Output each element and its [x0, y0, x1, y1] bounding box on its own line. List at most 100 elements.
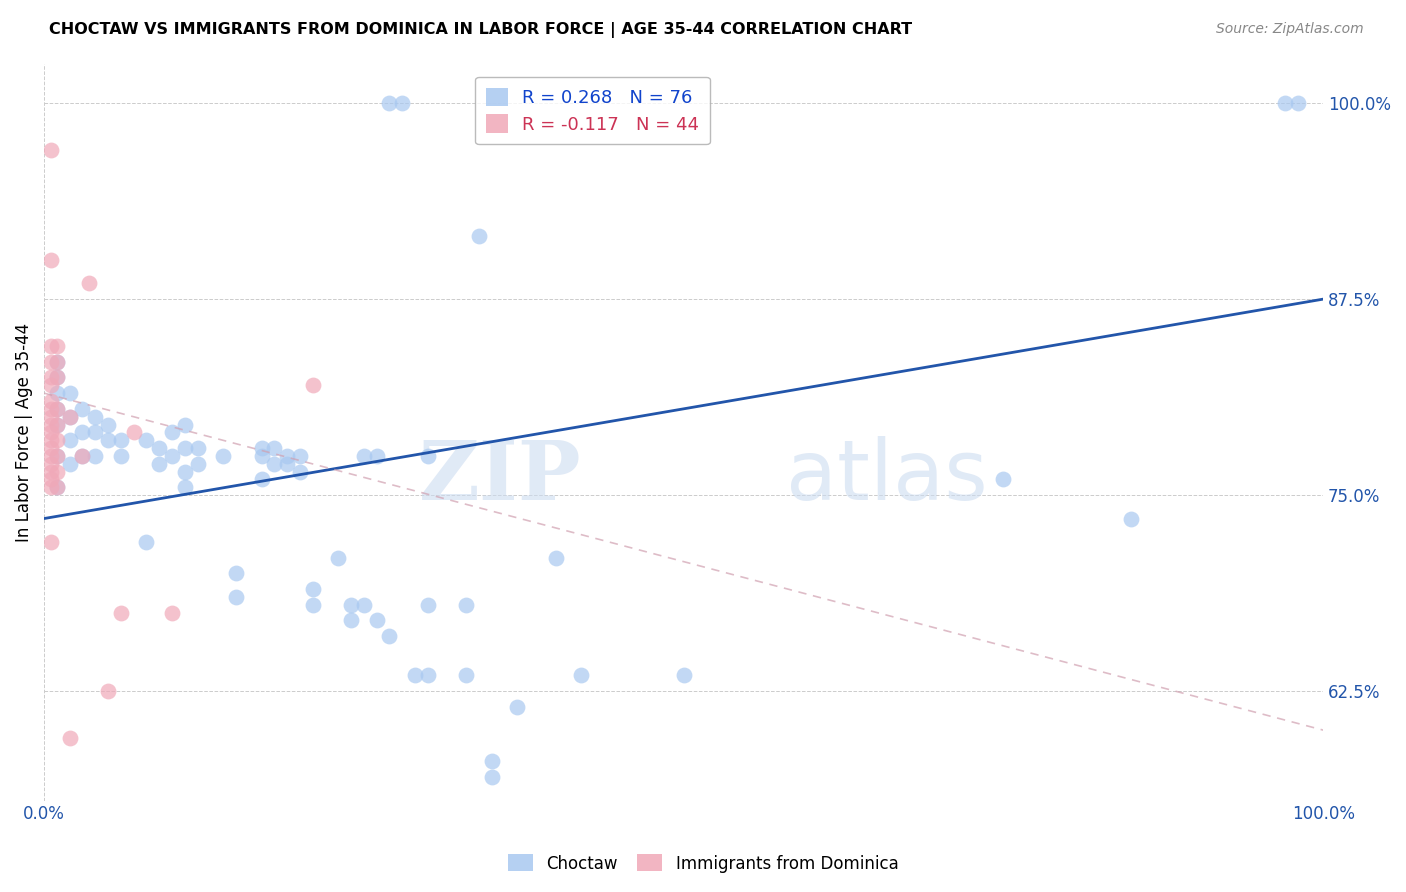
- Point: [59, 433, 82, 447]
- Point: [328, 550, 350, 565]
- Point: [84, 449, 107, 463]
- Point: [301, 598, 323, 612]
- Point: [1121, 511, 1143, 525]
- Point: [353, 449, 375, 463]
- Point: [39, 409, 62, 424]
- Point: [39, 252, 62, 267]
- Point: [39, 339, 62, 353]
- Point: [353, 598, 375, 612]
- Point: [225, 566, 247, 581]
- Point: [45, 417, 67, 432]
- Y-axis label: In Labor Force | Age 35-44: In Labor Force | Age 35-44: [15, 323, 32, 542]
- Point: [59, 409, 82, 424]
- Point: [404, 668, 426, 682]
- Point: [378, 629, 401, 643]
- Text: ZIP: ZIP: [419, 436, 581, 516]
- Point: [39, 370, 62, 384]
- Point: [250, 441, 273, 455]
- Point: [45, 370, 67, 384]
- Text: atlas: atlas: [786, 436, 987, 517]
- Point: [506, 699, 529, 714]
- Point: [288, 465, 311, 479]
- Point: [45, 355, 67, 369]
- Point: [378, 96, 401, 111]
- Point: [45, 339, 67, 353]
- Point: [160, 606, 183, 620]
- Legend: Choctaw, Immigrants from Dominica: Choctaw, Immigrants from Dominica: [501, 847, 905, 880]
- Point: [481, 770, 503, 784]
- Point: [135, 433, 157, 447]
- Point: [160, 449, 183, 463]
- Point: [276, 449, 298, 463]
- Point: [84, 409, 107, 424]
- Point: [39, 472, 62, 486]
- Point: [77, 277, 100, 291]
- Point: [1274, 96, 1296, 111]
- Point: [1286, 96, 1309, 111]
- Point: [468, 229, 491, 244]
- Point: [39, 449, 62, 463]
- Point: [416, 449, 439, 463]
- Point: [39, 465, 62, 479]
- Point: [97, 433, 120, 447]
- Point: [45, 386, 67, 401]
- Point: [148, 457, 170, 471]
- Point: [672, 668, 695, 682]
- Point: [45, 480, 67, 494]
- Point: [173, 417, 195, 432]
- Point: [72, 401, 94, 416]
- Point: [993, 472, 1015, 486]
- Point: [456, 668, 478, 682]
- Point: [39, 394, 62, 409]
- Point: [39, 143, 62, 157]
- Point: [225, 590, 247, 604]
- Point: [122, 425, 145, 440]
- Point: [39, 441, 62, 455]
- Point: [110, 433, 132, 447]
- Point: [416, 668, 439, 682]
- Point: [45, 401, 67, 416]
- Point: [276, 457, 298, 471]
- Point: [340, 598, 363, 612]
- Point: [366, 449, 388, 463]
- Point: [97, 417, 120, 432]
- Point: [45, 370, 67, 384]
- Point: [173, 441, 195, 455]
- Point: [148, 441, 170, 455]
- Point: [59, 386, 82, 401]
- Point: [97, 684, 120, 698]
- Point: [288, 449, 311, 463]
- Point: [187, 441, 209, 455]
- Point: [45, 401, 67, 416]
- Point: [301, 378, 323, 392]
- Point: [72, 425, 94, 440]
- Point: [250, 449, 273, 463]
- Point: [45, 465, 67, 479]
- Point: [135, 535, 157, 549]
- Point: [45, 433, 67, 447]
- Point: [416, 598, 439, 612]
- Point: [59, 409, 82, 424]
- Text: CHOCTAW VS IMMIGRANTS FROM DOMINICA IN LABOR FORCE | AGE 35-44 CORRELATION CHART: CHOCTAW VS IMMIGRANTS FROM DOMINICA IN L…: [49, 22, 912, 38]
- Point: [391, 96, 413, 111]
- Point: [110, 606, 132, 620]
- Point: [544, 550, 567, 565]
- Point: [212, 449, 235, 463]
- Point: [569, 668, 592, 682]
- Text: Source: ZipAtlas.com: Source: ZipAtlas.com: [1216, 22, 1364, 37]
- Point: [39, 378, 62, 392]
- Point: [72, 449, 94, 463]
- Point: [45, 480, 67, 494]
- Point: [39, 535, 62, 549]
- Legend: R = 0.268   N = 76, R = -0.117   N = 44: R = 0.268 N = 76, R = -0.117 N = 44: [475, 77, 710, 145]
- Point: [301, 582, 323, 596]
- Point: [481, 755, 503, 769]
- Point: [366, 614, 388, 628]
- Point: [59, 731, 82, 745]
- Point: [263, 457, 285, 471]
- Point: [39, 401, 62, 416]
- Point: [72, 449, 94, 463]
- Point: [45, 417, 67, 432]
- Point: [263, 441, 285, 455]
- Point: [187, 457, 209, 471]
